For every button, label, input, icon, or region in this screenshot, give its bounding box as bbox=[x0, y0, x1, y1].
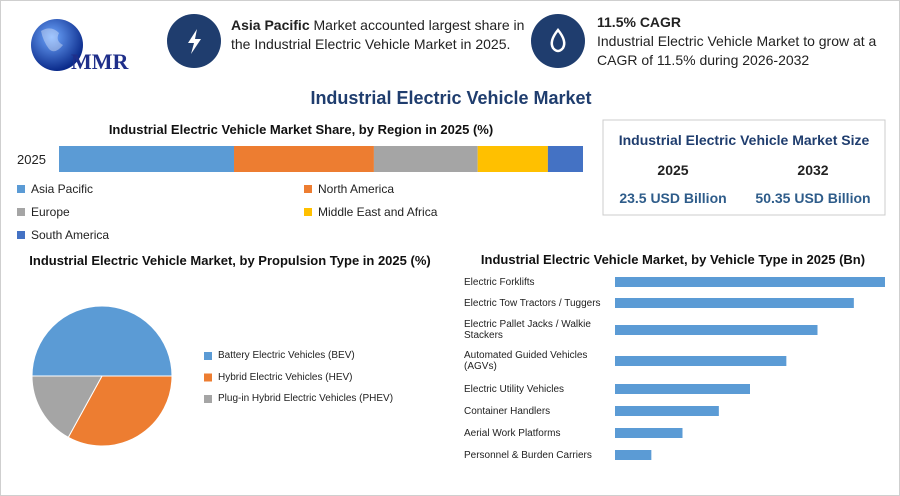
y-tick-label: Aerial Work Platforms bbox=[464, 427, 561, 439]
legend-swatch bbox=[17, 185, 25, 193]
bar bbox=[615, 450, 652, 460]
bar bbox=[615, 356, 787, 366]
pie-slice bbox=[31, 305, 173, 377]
logo-text: MMR bbox=[71, 49, 129, 74]
logo-globe bbox=[31, 19, 83, 71]
legend-label: North America bbox=[318, 182, 395, 196]
pie-slice bbox=[67, 375, 173, 447]
chart-title: Industrial Electric Vehicle Market Share… bbox=[108, 122, 494, 137]
legend-swatch bbox=[17, 231, 25, 239]
size-value: 23.5 USD Billion bbox=[619, 190, 727, 206]
chart-title: Industrial Electric Vehicle Market, by P… bbox=[29, 253, 431, 268]
y-tick-label: Electric Forklifts bbox=[464, 276, 535, 288]
y-tick-label: Electric Pallet Jacks / Walkie Stackers bbox=[464, 319, 591, 341]
legend-swatch bbox=[204, 352, 212, 360]
legend-swatch bbox=[17, 208, 25, 216]
legend-swatch bbox=[204, 395, 212, 403]
size-year: 2025 bbox=[657, 162, 689, 178]
bar bbox=[615, 277, 885, 287]
drop-icon bbox=[550, 28, 566, 53]
highlight-bold: 11.5% CAGR bbox=[597, 14, 682, 30]
legend-swatch bbox=[204, 373, 212, 382]
highlight-bold: Asia Pacific bbox=[231, 17, 310, 33]
pie-slice bbox=[31, 375, 103, 439]
bolt-icon bbox=[188, 29, 201, 54]
bar-segment bbox=[373, 146, 478, 172]
highlight: Asia Pacific Market accounted largest sh… bbox=[231, 16, 531, 54]
bar-segment bbox=[477, 146, 548, 172]
size-value: 50.35 USD Billion bbox=[755, 190, 871, 206]
bar-segment bbox=[59, 146, 235, 172]
highlight-text: Market accounted largest share in the In… bbox=[231, 17, 525, 52]
highlight-text: Industrial Electric Vehicle Market to gr… bbox=[597, 33, 877, 68]
logo-continent bbox=[41, 28, 63, 52]
bar-segment bbox=[234, 146, 374, 172]
legend-label: Europe bbox=[31, 205, 70, 219]
y-tick-label: Automated Guided Vehicles (AGVs) bbox=[464, 350, 588, 372]
icon-circle bbox=[531, 14, 585, 68]
bar-segment bbox=[547, 146, 583, 172]
y-tick-label: Personnel & Burden Carriers bbox=[464, 449, 592, 461]
main-title: Industrial Electric Vehicle Market bbox=[310, 88, 592, 108]
legend-swatch bbox=[304, 185, 312, 193]
legend-label: South America bbox=[31, 228, 110, 242]
legend-label: Plug-in Hybrid Electric Vehicles (PHEV) bbox=[218, 393, 394, 404]
bar bbox=[615, 325, 818, 335]
bar bbox=[615, 298, 854, 308]
bar bbox=[615, 384, 750, 394]
y-tick-label: 2025 bbox=[17, 152, 46, 167]
y-tick-label: Electric Utility Vehicles bbox=[464, 383, 565, 395]
y-tick-label: Electric Tow Tractors / Tuggers bbox=[464, 297, 601, 309]
legend-swatch bbox=[304, 208, 312, 216]
legend-label: Middle East and Africa bbox=[318, 205, 438, 219]
legend-label: Battery Electric Vehicles (BEV) bbox=[218, 350, 355, 361]
size-title: Industrial Electric Vehicle Market Size bbox=[618, 132, 870, 148]
chart-title: Industrial Electric Vehicle Market, by V… bbox=[480, 252, 866, 267]
size-year: 2032 bbox=[797, 162, 829, 178]
bar bbox=[615, 406, 719, 416]
highlight: 11.5% CAGR Industrial Electric Vehicle Ma… bbox=[597, 13, 887, 70]
legend-label: Hybrid Electric Vehicles (HEV) bbox=[218, 371, 353, 383]
legend-label: Asia Pacific bbox=[31, 182, 94, 196]
bar bbox=[615, 428, 683, 438]
y-tick-label: Container Handlers bbox=[464, 405, 551, 417]
size-box bbox=[602, 119, 886, 216]
